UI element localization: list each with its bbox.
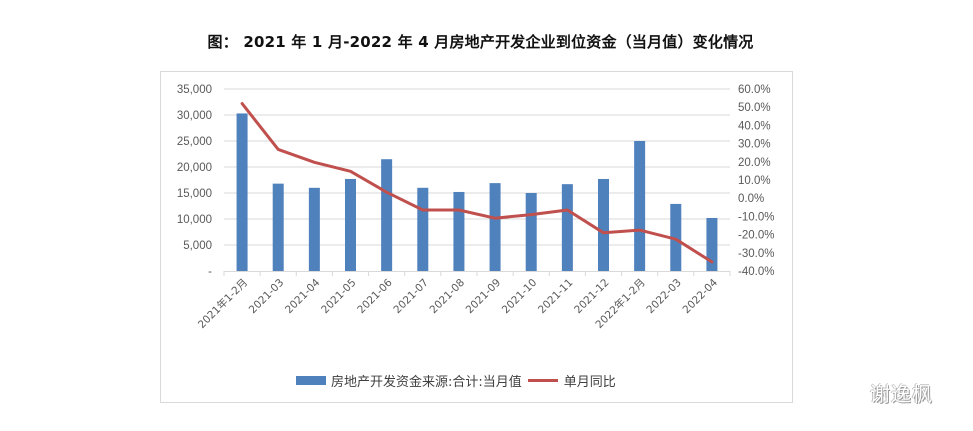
category-labels: 2021年1-2月2021-032021-042021-052021-06202… (195, 276, 720, 331)
category-label: 2021-03 (247, 277, 287, 317)
category-label: 2021-04 (283, 276, 323, 316)
left-axis-tick-label: - (208, 266, 212, 278)
bar (525, 193, 537, 271)
right-axis-tick-label: 30.0% (738, 139, 771, 151)
left-axis-ticks: - 5,000 10,000 15,000 20,000 25,000 30,000 35,0… (177, 84, 212, 278)
bar (561, 184, 573, 271)
legend-line-label: 单月同比 (563, 375, 616, 390)
chart-title-text: 图： 2021 年 1 月-2022 年 4 月房地产开发企业到位资金（当月值）… (207, 33, 754, 51)
right-axis-tick-label: -10.0% (738, 211, 774, 223)
watermark: 谢逸枫 (870, 382, 933, 406)
right-axis-tick-label: -20.0% (738, 230, 774, 242)
bar (453, 191, 465, 271)
category-label: 2021年1-2月 (195, 276, 250, 331)
right-axis-tick-label: 40.0% (738, 120, 771, 132)
right-axis-tick-label: 10.0% (738, 175, 771, 187)
gridlines (224, 88, 730, 246)
right-axis-tick-label: -30.0% (738, 248, 774, 260)
bar-series (236, 113, 718, 271)
left-axis-tick-label: 5,000 (183, 240, 212, 252)
left-axis-tick-label: 10,000 (177, 214, 212, 226)
right-axis-ticks: -40.0% -30.0% -20.0% -10.0% 0.0% 10.0% 20.0% 30… (738, 84, 774, 278)
bar (670, 203, 682, 271)
chart-frame (160, 71, 793, 403)
category-label: 2021-09 (464, 277, 504, 317)
right-axis-tick-label: 60.0% (738, 84, 771, 96)
chart-title: 图： 2021 年 1 月-2022 年 4 月房地产开发企业到位资金（当月值）… (0, 31, 973, 52)
left-axis-tick-label: 30,000 (177, 110, 212, 122)
bar (634, 141, 646, 271)
line-series (240, 102, 714, 264)
legend: 房地产开发资金来源:合计:当月值 单月同比 (296, 371, 616, 390)
right-axis-tick-label: -40.0% (738, 266, 774, 278)
category-label: 2021-10 (500, 277, 540, 317)
category-label: 2021-08 (428, 277, 468, 317)
bar (417, 187, 429, 271)
right-axis-tick-label: 0.0% (738, 193, 764, 205)
bar (308, 187, 320, 271)
legend-bar-label: 房地产开发资金来源:合计:当月值 (331, 375, 522, 390)
right-axis-tick-label: 50.0% (738, 102, 771, 114)
left-axis-tick-label: 25,000 (177, 136, 212, 148)
bar (706, 217, 718, 271)
bar (489, 183, 501, 271)
category-label: 2022-03 (644, 277, 684, 317)
bar (236, 113, 248, 271)
right-axis-tick-label: 20.0% (738, 157, 771, 169)
legend-line-swatch (527, 379, 558, 382)
category-label: 2022-04 (681, 276, 721, 316)
bar (345, 178, 356, 271)
category-label: 2021-07 (391, 277, 431, 317)
category-label: 2021-05 (319, 277, 359, 317)
left-axis-tick-label: 35,000 (177, 84, 212, 96)
bar (272, 183, 284, 271)
legend-bar-swatch (296, 376, 326, 385)
category-label: 2021-06 (355, 276, 395, 316)
left-axis-tick-label: 20,000 (177, 162, 212, 174)
left-axis-tick-label: 15,000 (177, 188, 212, 200)
bar (381, 159, 393, 271)
bar (598, 178, 609, 271)
yoy-line (240, 102, 714, 264)
x-axis (223, 271, 731, 276)
category-label: 2021-11 (536, 277, 576, 317)
